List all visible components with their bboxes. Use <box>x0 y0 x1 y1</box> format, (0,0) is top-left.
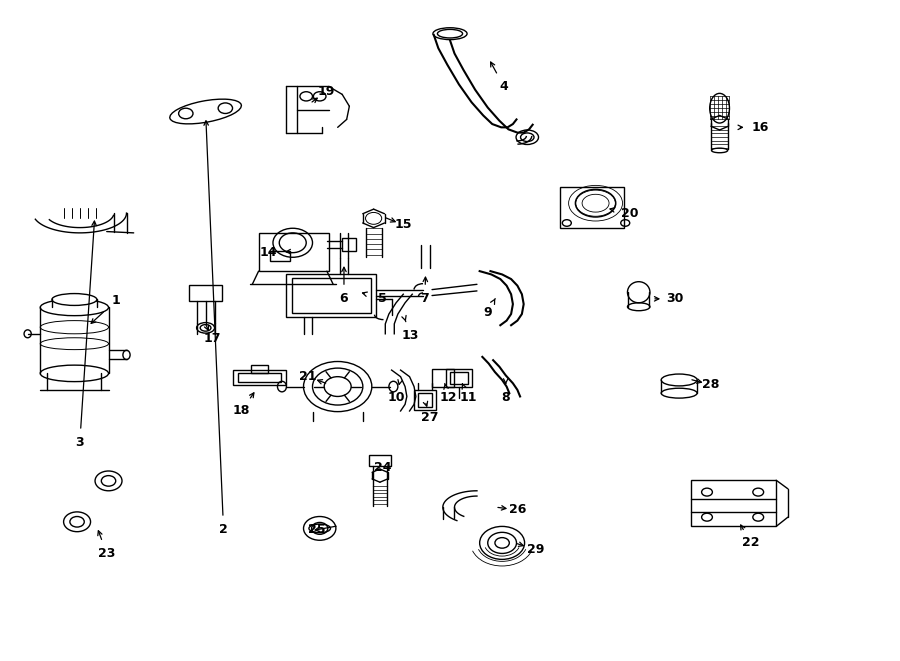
Text: 28: 28 <box>702 378 719 391</box>
Ellipse shape <box>52 293 97 305</box>
Text: 20: 20 <box>621 207 638 219</box>
Text: 8: 8 <box>501 391 510 405</box>
Text: 9: 9 <box>483 305 492 319</box>
Text: 18: 18 <box>233 405 250 418</box>
Text: 1: 1 <box>112 294 120 307</box>
Text: 5: 5 <box>378 292 387 305</box>
Text: 12: 12 <box>439 391 457 405</box>
Text: 26: 26 <box>508 504 526 516</box>
Text: 14: 14 <box>260 246 277 259</box>
Text: 4: 4 <box>500 80 508 93</box>
Text: 21: 21 <box>300 370 317 383</box>
Text: 22: 22 <box>742 536 760 549</box>
Text: 16: 16 <box>752 121 769 134</box>
Text: 10: 10 <box>387 391 405 405</box>
Text: 23: 23 <box>98 547 115 560</box>
Text: 30: 30 <box>666 292 683 305</box>
Text: 11: 11 <box>459 391 477 405</box>
Text: 17: 17 <box>203 332 220 345</box>
Text: 25: 25 <box>309 524 326 536</box>
Text: 19: 19 <box>318 85 335 98</box>
Text: 27: 27 <box>421 411 439 424</box>
Text: 6: 6 <box>339 292 348 305</box>
Text: 7: 7 <box>420 292 429 305</box>
Text: 15: 15 <box>394 219 412 231</box>
Text: 3: 3 <box>76 436 84 449</box>
Text: 2: 2 <box>220 524 228 536</box>
Text: 29: 29 <box>526 543 544 556</box>
Text: 13: 13 <box>401 329 419 342</box>
Text: 24: 24 <box>374 461 392 474</box>
